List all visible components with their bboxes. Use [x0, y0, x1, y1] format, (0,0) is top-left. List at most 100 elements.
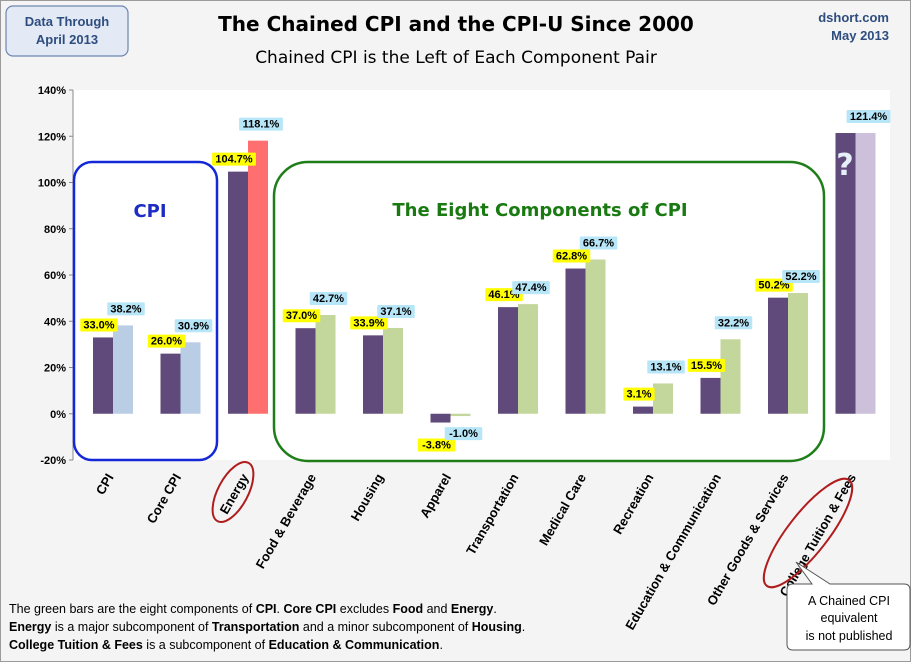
components-group-outline	[272, 160, 826, 463]
data-label: 30.9%	[174, 319, 213, 333]
bar-chained-cpi	[295, 328, 316, 414]
bar-chained-cpi	[160, 353, 181, 414]
svg-text:-3.8%: -3.8%	[422, 440, 451, 452]
data-label: 104.7%	[212, 152, 256, 166]
data-label: 118.1%	[239, 117, 283, 131]
svg-text:15.5%: 15.5%	[691, 360, 722, 372]
y-tick-label: 100%	[38, 178, 66, 190]
cpi-group-label: CPI	[133, 201, 166, 222]
svg-text:42.7%: 42.7%	[313, 293, 344, 305]
data-label: 13.1%	[647, 360, 685, 374]
svg-text:33.9%: 33.9%	[353, 317, 384, 329]
data-label: 52.2%	[782, 270, 820, 284]
data-label: 26.0%	[147, 334, 186, 348]
svg-text:-1.0%: -1.0%	[449, 428, 478, 440]
data-label: 33.0%	[80, 318, 118, 332]
college-tuition-highlight-ellipse	[762, 477, 854, 589]
bar-cpi-u	[855, 133, 876, 414]
energy-highlight-ellipse	[211, 461, 255, 523]
svg-text:104.7%: 104.7%	[215, 154, 253, 166]
bar-chained-cpi	[768, 297, 788, 414]
data-label: -3.8%	[417, 438, 456, 452]
svg-text:32.2%: 32.2%	[718, 317, 749, 329]
source-line1: dshort.com	[818, 10, 889, 25]
data-label: 66.7%	[579, 236, 618, 250]
y-tick-label: 0%	[50, 409, 66, 421]
bar-cpi-u	[653, 383, 673, 414]
bar-cpi-u	[518, 304, 538, 414]
svg-text:46.1%: 46.1%	[488, 289, 519, 301]
bar-cpi-u	[180, 342, 201, 414]
data-label: 37.0%	[282, 309, 321, 323]
data-through-line1: Data Through	[25, 14, 110, 29]
data-label: 3.1%	[623, 387, 655, 401]
data-label: 15.5%	[687, 358, 726, 372]
svg-text:26.0%: 26.0%	[151, 336, 182, 348]
data-label: 38.2%	[107, 302, 145, 316]
data-label: 47.4%	[512, 281, 550, 295]
data-labels: 33.0% 38.2% 26.0% 30.9% 104.7% 118.1% 37.0% 42.…	[80, 110, 891, 452]
bar-chained-cpi	[835, 133, 856, 414]
svg-text:37.0%: 37.0%	[286, 310, 317, 322]
bar-cpi-u	[315, 315, 336, 414]
data-through-box	[5, 5, 129, 57]
callout-box	[786, 561, 911, 651]
data-label: 121.4%	[846, 110, 891, 124]
footnote-line: The green bars are the eight components …	[9, 602, 497, 616]
bar-chained-cpi	[633, 406, 653, 414]
svg-text:62.8%: 62.8%	[556, 251, 587, 263]
y-tick-label: 140%	[38, 85, 66, 97]
bar-cpi-u	[248, 140, 268, 414]
svg-text:33.0%: 33.0%	[83, 319, 114, 331]
svg-text:50.2%: 50.2%	[758, 280, 789, 292]
svg-text:37.1%: 37.1%	[380, 306, 411, 318]
bar-cpi-u	[383, 327, 403, 414]
question-mark: ?	[836, 148, 853, 183]
callout-line3: is not published	[806, 629, 893, 643]
svg-text:38.2%: 38.2%	[110, 303, 141, 315]
data-label: 32.2%	[714, 316, 753, 330]
y-tick-label: -20%	[40, 455, 66, 467]
svg-text:121.4%: 121.4%	[850, 111, 888, 123]
bar-chained-cpi	[363, 335, 383, 414]
svg-text:30.9%: 30.9%	[178, 320, 209, 332]
y-tick-label: 80%	[44, 224, 66, 236]
callout-line2: equivalent	[821, 611, 879, 625]
bars	[93, 133, 876, 423]
plot-area	[73, 90, 890, 460]
footnote-line: College Tuition & Fees is a subcomponent…	[9, 638, 443, 652]
bar-cpi-u	[720, 339, 741, 414]
bar-chained-cpi	[565, 268, 586, 414]
svg-text:52.2%: 52.2%	[785, 271, 816, 283]
svg-text:118.1%: 118.1%	[243, 119, 280, 131]
y-tick-label: 20%	[44, 363, 66, 375]
components-group-label: The Eight Components of CPI	[392, 200, 687, 221]
data-label: -1.0%	[444, 427, 483, 441]
data-label: 37.1%	[377, 304, 415, 318]
svg-text:3.1%: 3.1%	[626, 389, 651, 401]
data-through-line2: April 2013	[36, 32, 98, 47]
svg-text:66.7%: 66.7%	[583, 238, 614, 250]
data-label: 42.7%	[309, 292, 348, 306]
bar-chained-cpi	[430, 413, 451, 423]
footnote-line: Energy is a major subcomponent of Transp…	[9, 620, 525, 634]
callout-line1: A Chained CPI	[808, 594, 890, 608]
bar-chained-cpi	[228, 171, 248, 414]
data-label: 33.9%	[350, 316, 388, 330]
y-tick-label: 40%	[44, 316, 66, 328]
cpi-group-outline	[72, 160, 219, 462]
y-tick-label: 120%	[38, 131, 66, 143]
chart-subtitle: Chained CPI is the Left of Each Componen…	[255, 48, 657, 68]
bar-chained-cpi	[498, 307, 518, 414]
chart-title: The Chained CPI and the CPI-U Since 2000	[218, 12, 694, 36]
footnote: The green bars are the eight components …	[9, 602, 525, 652]
source-line2: May 2013	[831, 28, 889, 43]
bar-cpi-u	[113, 325, 133, 414]
bar-chained-cpi	[700, 377, 721, 414]
bar-cpi-u	[585, 259, 606, 414]
data-label: 62.8%	[552, 249, 591, 263]
bar-cpi-u	[450, 413, 471, 417]
svg-text:47.4%: 47.4%	[515, 282, 546, 294]
svg-text:13.1%: 13.1%	[650, 361, 681, 373]
